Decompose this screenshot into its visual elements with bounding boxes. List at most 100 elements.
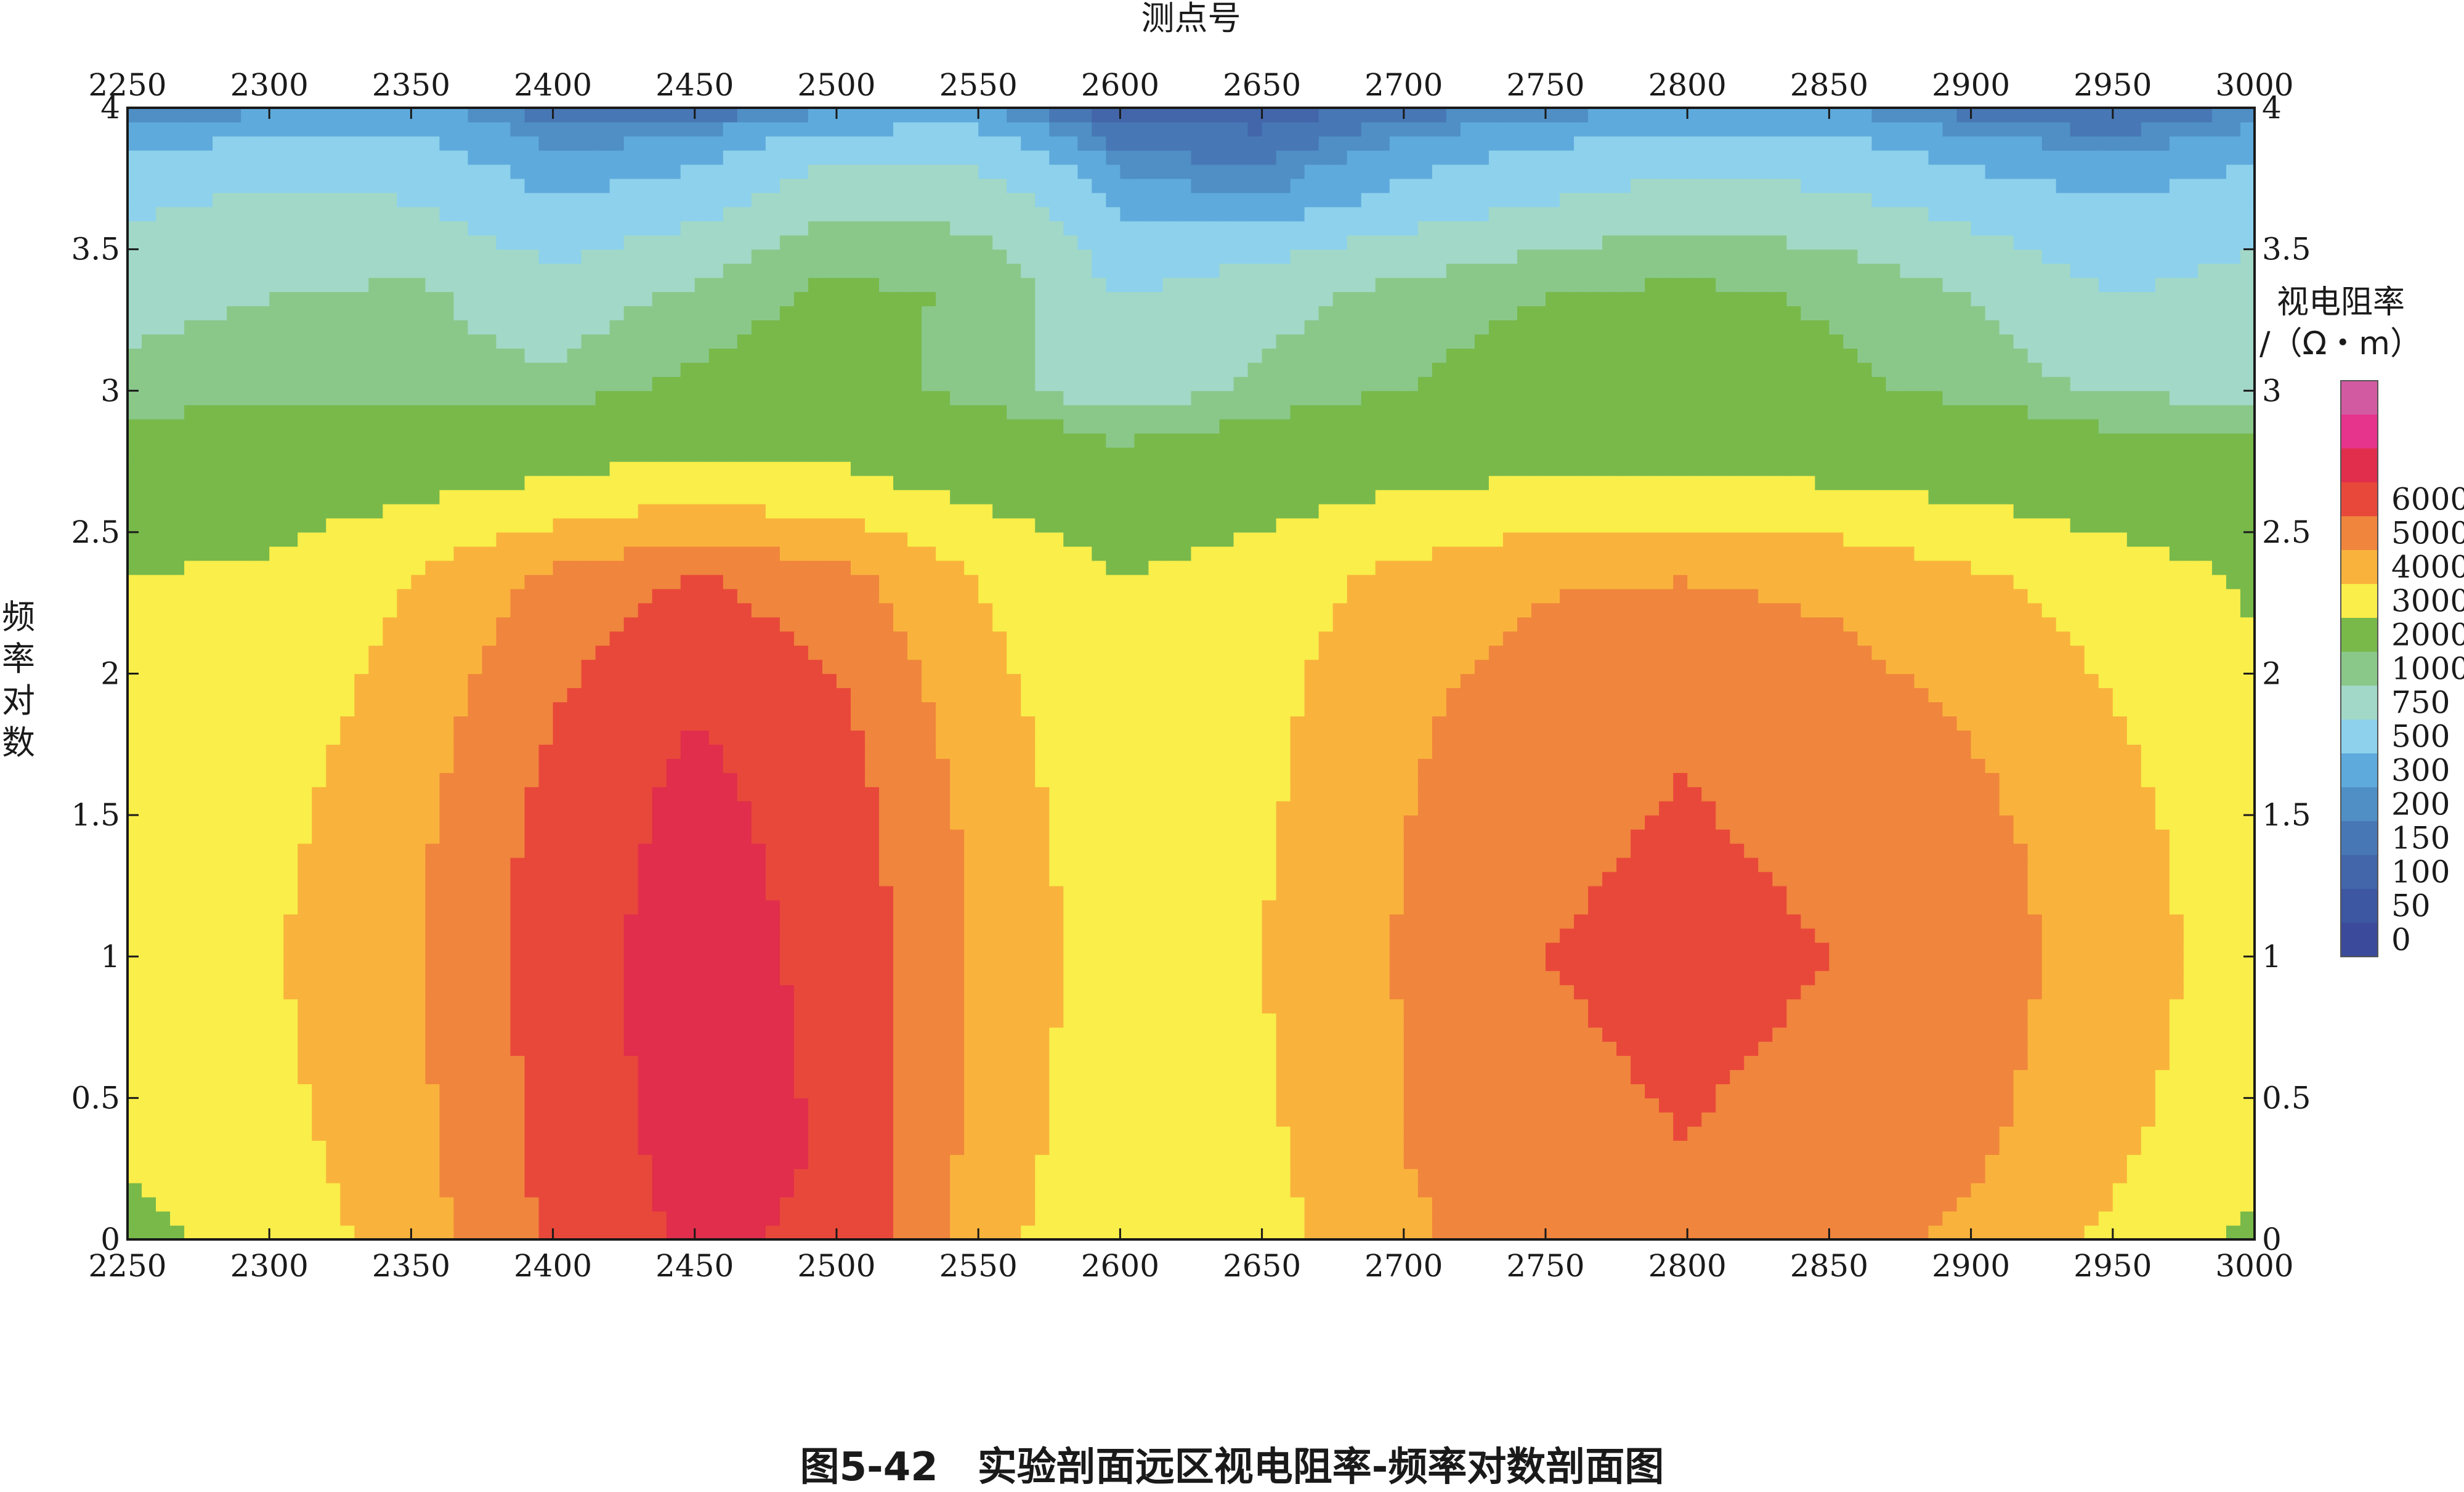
heatmap-cell: [1985, 1013, 2000, 1028]
heatmap-cell: [1716, 787, 1730, 801]
heatmap-cell: [1276, 914, 1291, 929]
heatmap-cell: [1829, 899, 1844, 915]
heatmap-cell: [156, 772, 171, 787]
heatmap-cell: [496, 801, 511, 816]
heatmap-cell: [1233, 801, 1249, 816]
heatmap-cell: [1205, 1225, 1220, 1240]
heatmap-cell: [2141, 787, 2156, 801]
heatmap-cell: [1645, 772, 1660, 787]
heatmap-cell: [1602, 885, 1617, 901]
heatmap-cell: [1645, 1027, 1660, 1042]
heatmap-cell: [1602, 829, 1617, 844]
heatmap-cell: [1219, 1098, 1234, 1113]
heatmap-cell: [1120, 1027, 1135, 1042]
heatmap-cell: [1247, 1013, 1263, 1028]
heatmap-cell: [1871, 801, 1887, 816]
heatmap-cell: [1120, 1225, 1135, 1240]
heatmap-cell: [1332, 787, 1348, 801]
heatmap-cell: [1460, 999, 1475, 1014]
heatmap-cell: [1772, 914, 1787, 929]
heatmap-cell: [1999, 1169, 2014, 1183]
heatmap-cell: [1347, 970, 1362, 986]
heatmap-cell: [354, 772, 369, 787]
heatmap-cell: [340, 829, 355, 844]
heatmap-cell: [255, 1183, 270, 1198]
heatmap-cell: [510, 857, 525, 872]
heatmap-cell: [1191, 801, 1206, 816]
heatmap-cell: [482, 970, 497, 986]
heatmap-cell: [128, 1169, 142, 1183]
heatmap-cell: [1815, 928, 1830, 943]
heatmap-cell: [553, 871, 568, 886]
heatmap-cell: [298, 1225, 312, 1240]
heatmap-cell: [652, 1084, 667, 1098]
heatmap-cell: [936, 1225, 950, 1240]
heatmap-cell: [1758, 1126, 1773, 1141]
heatmap-cell: [694, 1197, 710, 1212]
heatmap-cell: [2226, 1140, 2241, 1155]
heatmap-cell: [609, 1183, 625, 1198]
heatmap-cell: [1900, 899, 1915, 915]
heatmap-cell: [1546, 914, 1560, 929]
heatmap-cell: [708, 857, 724, 872]
heatmap-cell: [581, 815, 596, 830]
heatmap-cell: [1829, 1013, 1844, 1028]
heatmap-cell: [1219, 928, 1234, 943]
heatmap-cell: [737, 829, 752, 844]
heatmap-cell: [439, 815, 455, 830]
heatmap-cell: [652, 758, 667, 773]
heatmap-cell: [1772, 970, 1787, 986]
heatmap-cell: [822, 1112, 837, 1127]
heatmap-cell: [638, 885, 653, 901]
heatmap-cell: [1191, 787, 1206, 801]
heatmap-cell: [907, 801, 922, 816]
heatmap-cell: [1262, 1154, 1277, 1169]
heatmap-cell: [241, 999, 256, 1014]
heatmap-cell: [992, 1112, 1007, 1127]
heatmap-cell: [2197, 914, 2213, 929]
heatmap-cell: [2098, 942, 2113, 957]
heatmap-cell: [1134, 1084, 1149, 1098]
heatmap-cell: [950, 1069, 965, 1085]
heatmap-cell: [1077, 829, 1092, 844]
heatmap-cell: [510, 1084, 525, 1098]
heatmap-cell: [1148, 871, 1164, 886]
heatmap-cell: [184, 787, 199, 801]
heatmap-cell: [1886, 1084, 1901, 1098]
heatmap-cell: [241, 1027, 256, 1042]
heatmap-cell: [1871, 1183, 1887, 1198]
heatmap-cell: [2197, 843, 2213, 858]
heatmap-cell: [354, 815, 369, 830]
heatmap-cell: [298, 928, 312, 943]
heatmap-cell: [1120, 914, 1135, 929]
heatmap-cell: [2070, 956, 2085, 971]
heatmap-cell: [1262, 1112, 1277, 1127]
heatmap-cell: [567, 1211, 582, 1226]
heatmap-cell: [1730, 914, 1745, 929]
heatmap-cell: [142, 758, 156, 773]
heatmap-cell: [227, 843, 241, 858]
heatmap-cell: [2211, 1027, 2227, 1042]
heatmap-cell: [2084, 956, 2099, 971]
heatmap-cell: [922, 1211, 936, 1226]
heatmap-cell: [510, 815, 525, 830]
heatmap-cell: [213, 1027, 227, 1042]
heatmap-cell: [241, 1069, 256, 1085]
heatmap-cell: [652, 1013, 667, 1028]
heatmap-cell: [1673, 942, 1688, 957]
heatmap-cell: [2112, 1027, 2128, 1042]
heatmap-cell: [496, 1126, 511, 1141]
heatmap-cell: [1758, 928, 1773, 943]
heatmap-cell: [1673, 999, 1688, 1014]
heatmap-cell: [255, 928, 270, 943]
heatmap-cell: [2056, 1225, 2071, 1240]
heatmap-cell: [851, 857, 865, 872]
heatmap-cell: [1886, 1211, 1901, 1226]
heatmap-cell: [453, 815, 469, 830]
heatmap-cell: [2013, 1098, 2028, 1113]
heatmap-cell: [1332, 1027, 1348, 1042]
heatmap-cell: [1546, 871, 1560, 886]
heatmap-cell: [1914, 1211, 1929, 1226]
heatmap-cell: [2027, 1140, 2043, 1155]
heatmap-cell: [142, 801, 156, 816]
